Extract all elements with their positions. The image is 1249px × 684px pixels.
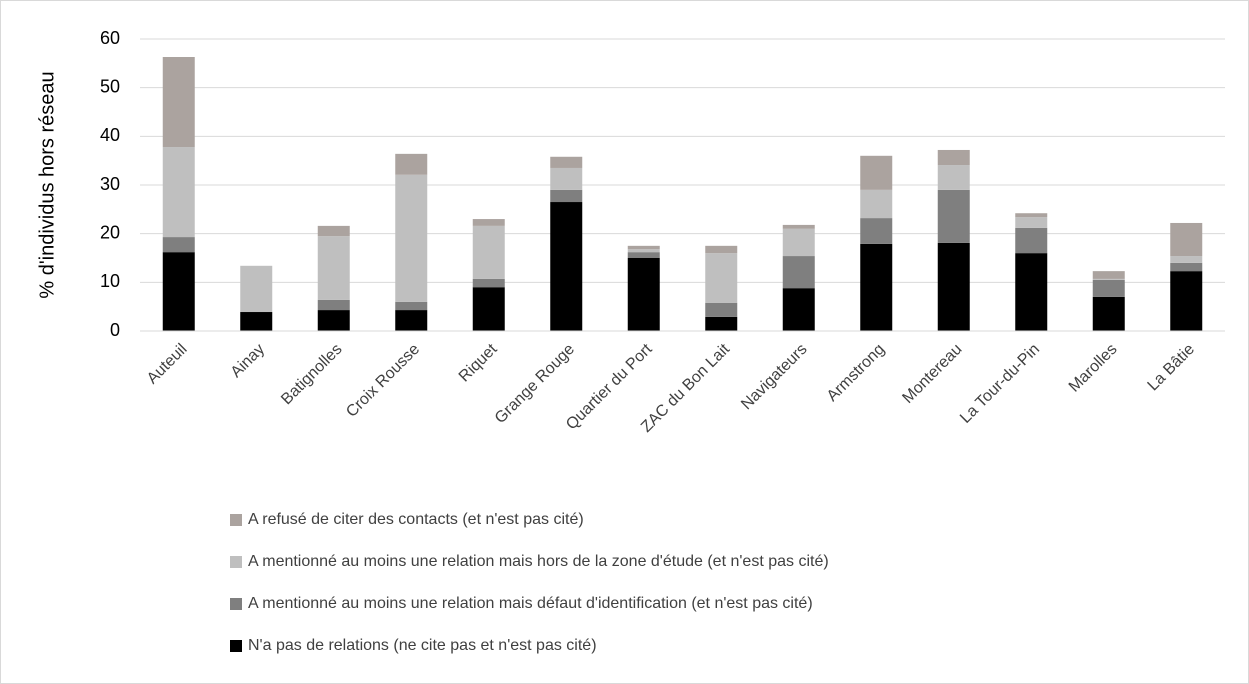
bar-segment [627, 249, 660, 253]
bar-segment [705, 245, 738, 254]
legend-swatch [230, 556, 242, 568]
bar-segment [860, 243, 893, 331]
legend-label: N'a pas de relations (ne cite pas et n'e… [248, 637, 597, 654]
y-tick-label: 40 [100, 125, 120, 145]
bar-segment [317, 236, 350, 300]
bar-segment [860, 218, 893, 244]
bar-segment [550, 189, 583, 203]
bar-segment [1015, 217, 1048, 228]
legend-label: A refusé de citer des contacts (et n'est… [248, 511, 584, 528]
bar-segment [937, 242, 970, 331]
bar-segment [395, 301, 428, 311]
bar-segment [472, 219, 505, 226]
bar-segment [472, 287, 505, 331]
bar-segment [162, 237, 195, 253]
legend-label: A mentionné au moins une relation mais h… [248, 553, 829, 570]
legend-swatch [230, 598, 242, 610]
bar-segment [162, 252, 195, 331]
y-tick-label: 10 [100, 271, 120, 291]
bar-segment [1092, 279, 1125, 297]
bar-segment [472, 278, 505, 288]
bar-segment [937, 189, 970, 243]
legend-swatch [230, 640, 242, 652]
bar-segment [1092, 296, 1125, 331]
bar-segment [860, 189, 893, 219]
bar-segment [937, 165, 970, 190]
bar-segment [395, 310, 428, 331]
bar-segment [1092, 278, 1125, 280]
bar-segment [782, 256, 815, 289]
y-tick-label: 20 [100, 222, 120, 242]
bar-segment [395, 153, 428, 175]
bar-segment [1015, 253, 1048, 331]
bar-segment [1092, 271, 1125, 279]
bar-segment [705, 302, 738, 317]
bar-segment [1170, 262, 1203, 272]
bar-segment [782, 224, 815, 229]
bar-segment [782, 228, 815, 257]
bar-segment [240, 265, 273, 313]
bar-segment [627, 245, 660, 250]
y-tick-label: 30 [100, 174, 120, 194]
bar-segment [1015, 213, 1048, 218]
bar-segment [937, 149, 970, 166]
legend-swatch [230, 514, 242, 526]
bar-segment [1170, 256, 1203, 263]
bar-segment [395, 174, 428, 302]
bar-segment [627, 252, 660, 258]
bar-segment [162, 147, 195, 238]
bar-segment [1170, 271, 1203, 331]
bar-segment [472, 225, 505, 279]
bar-segment [860, 155, 893, 190]
bar-segment [550, 167, 583, 190]
bar-segment [317, 299, 350, 311]
bar-segment [1170, 222, 1203, 257]
y-tick-label: 50 [100, 76, 120, 96]
bar-segment [550, 202, 583, 331]
bar-segment [317, 310, 350, 331]
legend-label: A mentionné au moins une relation mais d… [248, 595, 813, 612]
bar-segment [705, 253, 738, 303]
bar-segment [705, 316, 738, 331]
y-axis-label: % d'individus hors réseau [36, 71, 58, 298]
bar-segment [550, 156, 583, 168]
y-tick-label: 60 [100, 28, 120, 48]
y-tick-label: 0 [110, 320, 120, 340]
bar-segment [782, 288, 815, 331]
bar-segment [627, 258, 660, 331]
bar-segment [317, 225, 350, 237]
bar-segment [1015, 227, 1048, 254]
bar-segment [162, 57, 195, 148]
bar-segment [240, 312, 273, 331]
